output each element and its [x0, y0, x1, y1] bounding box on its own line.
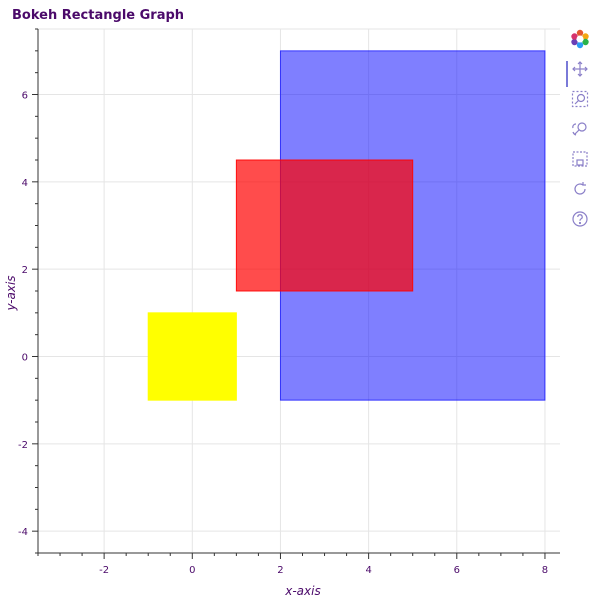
x-tick-label: -2	[99, 565, 109, 576]
reset-tool-icon[interactable]	[568, 178, 592, 200]
save-tool-icon[interactable]	[568, 148, 592, 170]
x-tick-label: 4	[365, 565, 371, 576]
chart-title: Bokeh Rectangle Graph	[12, 8, 185, 23]
rect-glyph	[235, 159, 414, 292]
y-tick-label: 0	[22, 353, 28, 364]
pan-tool-icon[interactable]	[566, 58, 592, 87]
rect-glyphs	[147, 50, 546, 401]
x-tick-label: 2	[277, 565, 283, 576]
y-tick-label: 4	[22, 178, 28, 189]
plot-area[interactable]: -2 0 2 4 6 8 -4 -2 0 2 4 6 x-axis y-axis	[0, 0, 560, 606]
y-tick-label: -4	[18, 527, 28, 538]
axes: -2 0 2 4 6 8 -4 -2 0 2 4 6	[18, 28, 560, 576]
box-zoom-tool-icon[interactable]	[568, 88, 592, 110]
x-tick-label: 0	[189, 565, 195, 576]
bokeh-logo-icon[interactable]	[568, 28, 592, 50]
y-tick-label: -2	[18, 440, 28, 451]
y-axis-label: y-axis	[4, 275, 18, 311]
x-tick-label: 8	[542, 565, 548, 576]
help-tool-icon[interactable]	[568, 208, 592, 230]
y-tick-label: 6	[22, 91, 28, 102]
rect-glyph	[147, 312, 237, 401]
wheel-zoom-tool-icon[interactable]	[568, 118, 592, 140]
y-tick-label: 2	[22, 265, 28, 276]
x-axis-label: x-axis	[284, 584, 320, 598]
x-tick-label: 6	[454, 565, 460, 576]
active-tool-indicator	[566, 61, 568, 87]
